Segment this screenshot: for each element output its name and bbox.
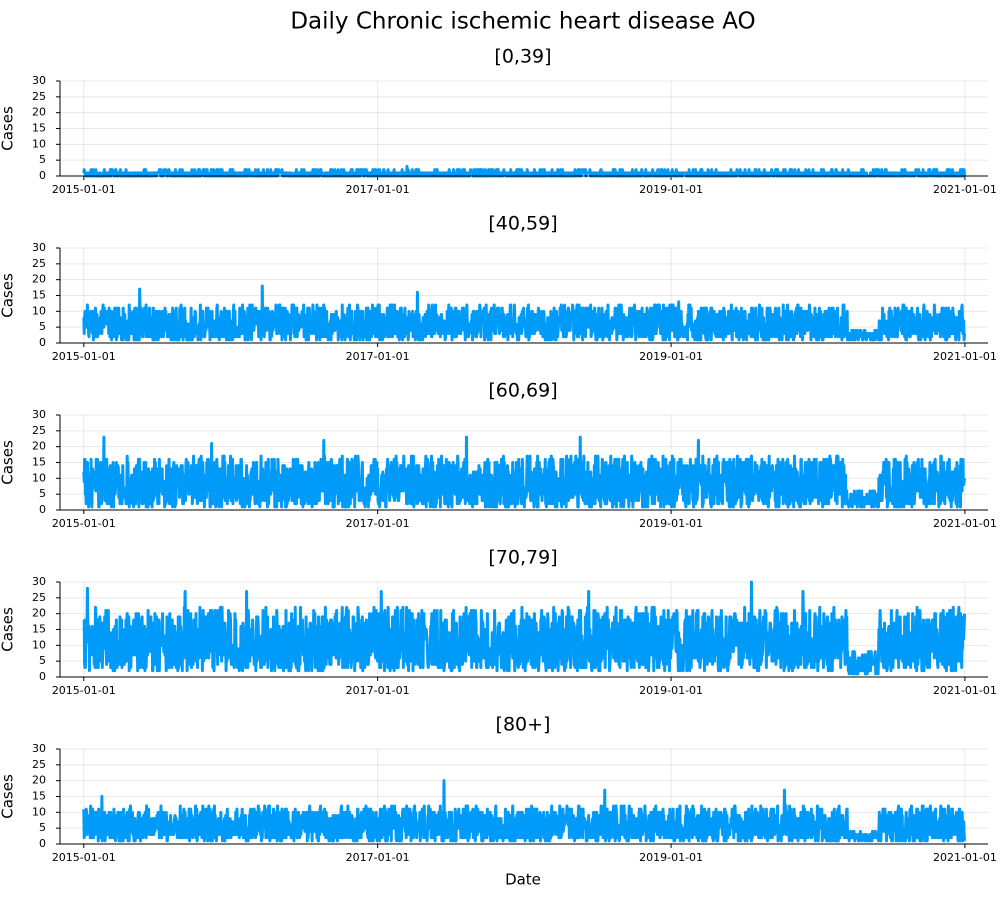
y-tick-label: 30 xyxy=(32,408,46,421)
y-axis-label: Cases xyxy=(0,607,17,652)
y-tick-label: 10 xyxy=(32,137,46,150)
y-tick-label: 10 xyxy=(32,471,46,484)
y-tick-label: 30 xyxy=(32,575,46,588)
x-tick-label: 2021-01-01 xyxy=(933,350,997,363)
y-tick-label: 5 xyxy=(39,654,46,667)
y-axis-label: Cases xyxy=(0,273,17,318)
y-tick-label: 5 xyxy=(39,320,46,333)
y-tick-label: 0 xyxy=(39,670,46,683)
y-tick-label: 25 xyxy=(32,591,46,604)
subplot-title: [40,59] xyxy=(488,213,557,235)
figure-title: Daily Chronic ischemic heart disease AO xyxy=(290,9,755,35)
y-tick-label: 15 xyxy=(32,122,46,135)
x-tick-label: 2017-01-01 xyxy=(346,183,410,196)
y-tick-label: 5 xyxy=(39,487,46,500)
x-tick-label: 2015-01-01 xyxy=(52,517,116,530)
x-tick-label: 2019-01-01 xyxy=(639,183,703,196)
y-tick-label: 0 xyxy=(39,336,46,349)
series-line xyxy=(82,779,967,843)
subplot-2: 0 5 10 15 20 25 30 2015-01-01 2017-01-01 2019-01-… xyxy=(0,213,997,364)
y-tick-label: 30 xyxy=(32,742,46,755)
x-tick-label: 2015-01-01 xyxy=(52,851,116,864)
y-tick-label: 20 xyxy=(32,774,46,787)
y-tick-label: 15 xyxy=(32,790,46,803)
subplot-5: 0 5 10 15 20 25 30 2015-01-01 2017-01-01 2019-01-… xyxy=(0,714,997,889)
y-tick-label: 15 xyxy=(32,456,46,469)
y-tick-label: 20 xyxy=(32,273,46,286)
y-tick-label: 5 xyxy=(39,153,46,166)
subplot-1: 0 5 10 15 20 25 30 2015-01-01 2017-01-01 2019-01-… xyxy=(0,46,997,197)
x-tick-label: 2021-01-01 xyxy=(933,183,997,196)
subplot-3: 0 5 10 15 20 25 30 2015-01-01 2017-01-01 2019-01-… xyxy=(0,380,997,531)
series-line xyxy=(82,580,967,676)
x-tick-label: 2019-01-01 xyxy=(639,517,703,530)
x-tick-label: 2017-01-01 xyxy=(346,851,410,864)
y-tick-label: 20 xyxy=(32,607,46,620)
y-tick-label: 5 xyxy=(39,821,46,834)
x-tick-label: 2019-01-01 xyxy=(639,851,703,864)
x-tick-label: 2021-01-01 xyxy=(933,684,997,697)
subplot-panels: 0 5 10 15 20 25 30 2015-01-01 2017-01-01 2019-01-… xyxy=(0,46,997,889)
series-line xyxy=(82,435,967,509)
x-tick-label: 2017-01-01 xyxy=(346,517,410,530)
y-axis-label: Cases xyxy=(0,106,17,151)
subplot-title: [60,69] xyxy=(488,380,557,402)
subplot-title: [0,39] xyxy=(494,46,551,68)
y-tick-label: 0 xyxy=(39,503,46,516)
subplot-4: 0 5 10 15 20 25 30 2015-01-01 2017-01-01 2019-01-… xyxy=(0,547,997,698)
y-tick-label: 10 xyxy=(32,805,46,818)
y-tick-label: 25 xyxy=(32,257,46,270)
series-line xyxy=(82,284,967,342)
x-tick-label: 2019-01-01 xyxy=(639,350,703,363)
y-tick-label: 25 xyxy=(32,90,46,103)
subplot-title: [70,79] xyxy=(488,547,557,569)
y-tick-label: 25 xyxy=(32,424,46,437)
y-axis-label: Cases xyxy=(0,774,17,819)
x-tick-label: 2017-01-01 xyxy=(346,684,410,697)
y-tick-label: 0 xyxy=(39,837,46,850)
y-tick-label: 0 xyxy=(39,169,46,182)
y-tick-label: 20 xyxy=(32,106,46,119)
series-line xyxy=(82,165,967,178)
y-tick-label: 30 xyxy=(32,241,46,254)
x-tick-label: 2017-01-01 xyxy=(346,350,410,363)
y-tick-label: 15 xyxy=(32,289,46,302)
x-tick-label: 2021-01-01 xyxy=(933,517,997,530)
y-tick-label: 10 xyxy=(32,304,46,317)
x-tick-label: 2015-01-01 xyxy=(52,350,116,363)
y-axis-label: Cases xyxy=(0,440,17,485)
x-tick-label: 2015-01-01 xyxy=(52,183,116,196)
subplot-title: [80+] xyxy=(496,714,551,736)
x-tick-label: 2021-01-01 xyxy=(933,851,997,864)
x-tick-label: 2019-01-01 xyxy=(639,684,703,697)
y-tick-label: 15 xyxy=(32,623,46,636)
y-tick-label: 30 xyxy=(32,74,46,87)
x-tick-label: 2015-01-01 xyxy=(52,684,116,697)
y-tick-label: 20 xyxy=(32,440,46,453)
y-tick-label: 25 xyxy=(32,758,46,771)
x-axis-label: Date xyxy=(505,871,541,889)
y-tick-label: 10 xyxy=(32,638,46,651)
